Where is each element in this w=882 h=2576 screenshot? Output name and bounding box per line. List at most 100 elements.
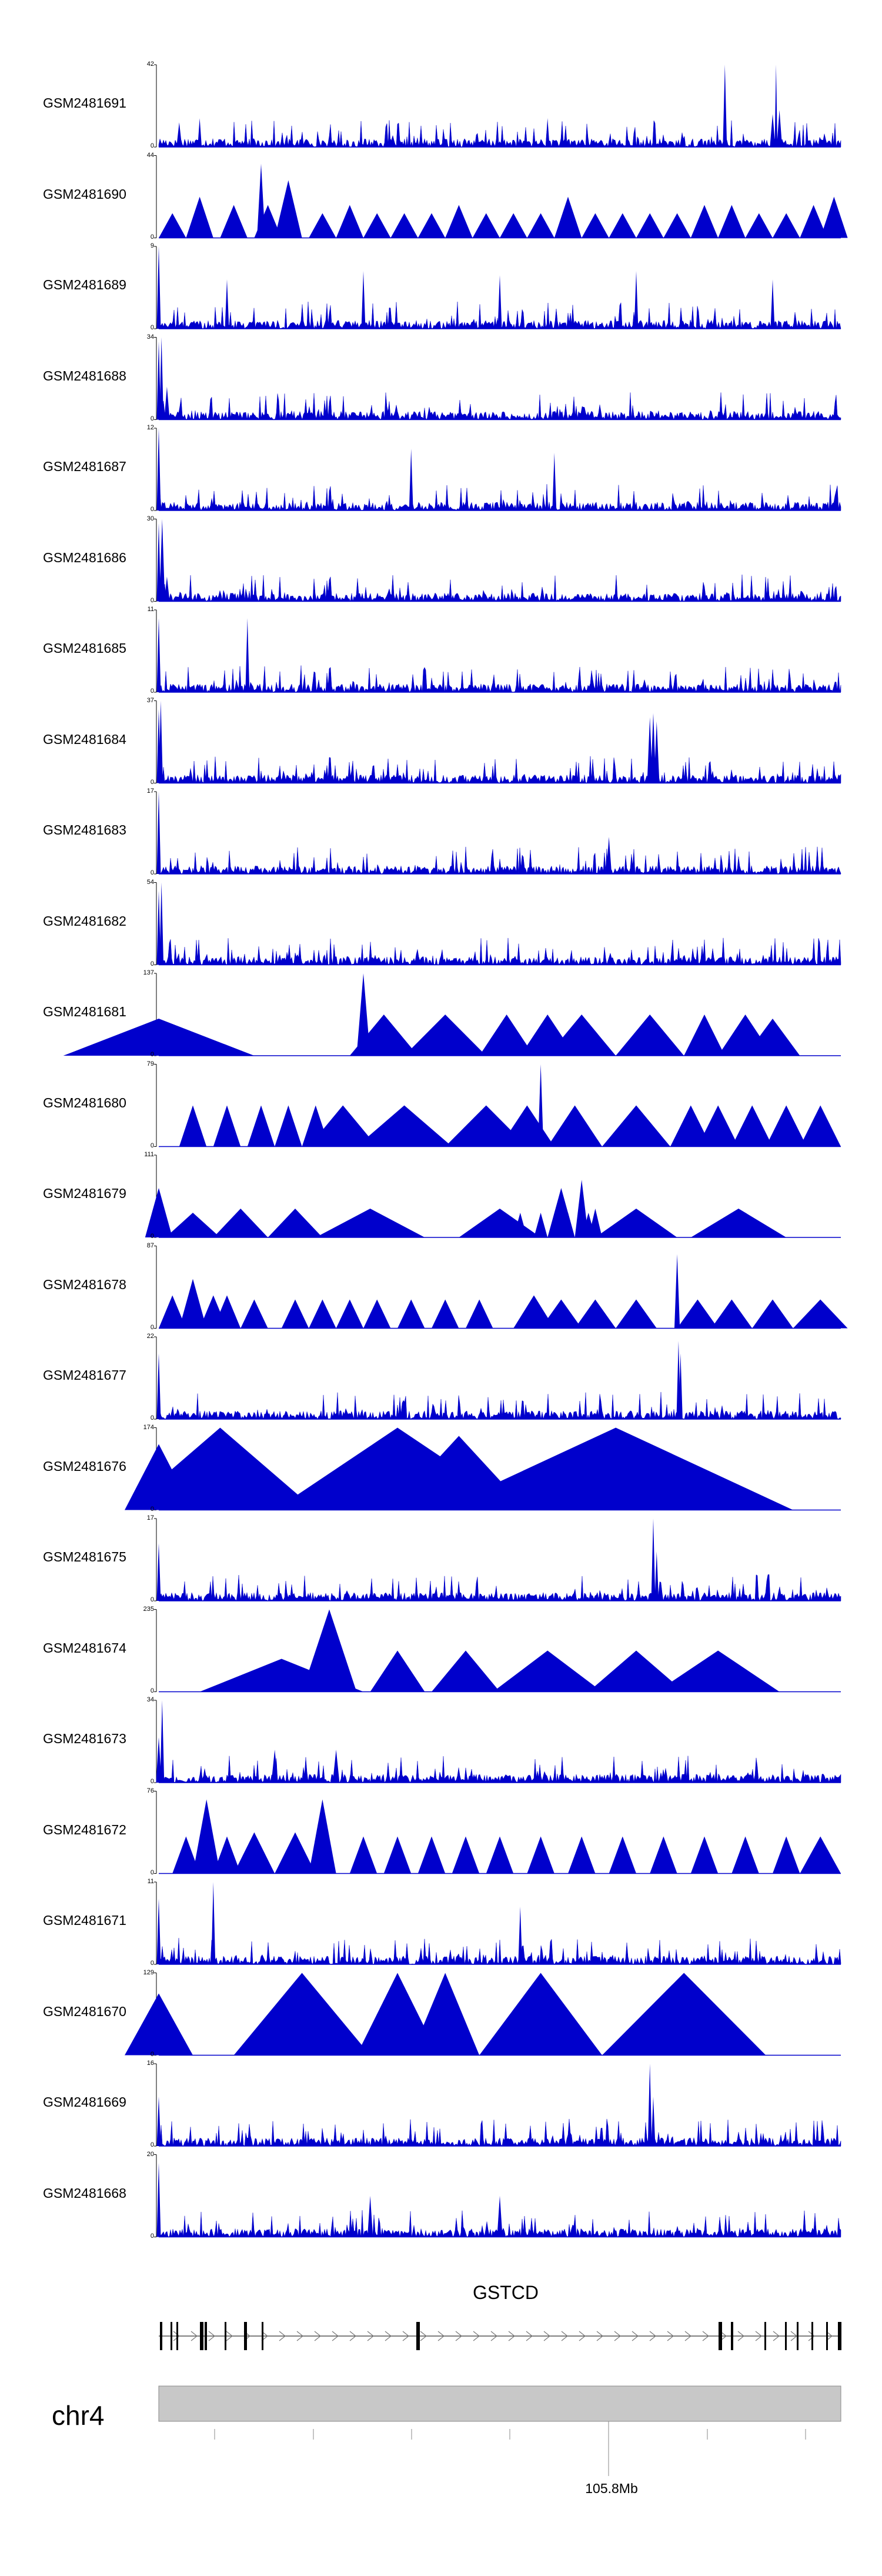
signal-peak <box>595 1209 677 1237</box>
signal-peak <box>534 1213 548 1237</box>
track-label: GSM2481684 <box>43 731 126 747</box>
track-label: GSM2481690 <box>43 186 126 202</box>
signal-peak <box>245 618 250 692</box>
track-ymax-label: 16 <box>146 2060 154 2067</box>
signal-peak <box>445 205 473 238</box>
track-ymin-label: 0 <box>150 688 154 695</box>
signal-peak <box>452 1836 480 1874</box>
strand-arrow <box>543 2331 550 2341</box>
track-label: GSM2481689 <box>43 277 126 292</box>
signal-peak <box>254 205 282 238</box>
signal-peak <box>793 1299 848 1329</box>
track-ymax-label: 79 <box>146 1060 154 1067</box>
strand-arrow <box>667 2331 674 2341</box>
track-ymax-label: 17 <box>146 1514 154 1521</box>
signal-peak <box>773 213 800 238</box>
signal-peak <box>651 2097 656 2146</box>
track-ymin-label: 0 <box>150 1142 154 1149</box>
signal-peak <box>697 1105 739 1147</box>
signal-peak <box>156 428 161 510</box>
signal-peak <box>670 1105 711 1147</box>
track-ymax-label: 76 <box>146 1787 154 1794</box>
signal-peak <box>432 1650 500 1692</box>
track-label: GSM2481679 <box>43 1186 126 1201</box>
signal-background <box>158 120 841 148</box>
track-label: GSM2481670 <box>43 2003 126 2019</box>
signal-peak <box>656 1650 780 1692</box>
strand-arrow <box>702 2331 709 2341</box>
gene-exon <box>785 2322 787 2350</box>
signal-peak <box>486 1836 514 1874</box>
signal-peak <box>647 2064 652 2146</box>
signal-peak <box>159 882 164 965</box>
strand-arrow <box>737 2331 744 2341</box>
strand-arrow <box>208 2331 215 2341</box>
signal-peak <box>159 519 165 602</box>
track-ymin-label: 0 <box>150 233 154 241</box>
signal-peak <box>309 1299 336 1329</box>
signal-peak <box>361 271 366 329</box>
strand-arrow <box>473 2331 480 2341</box>
signal-peak <box>650 713 656 783</box>
signal-peak <box>165 1213 220 1237</box>
signal-peak <box>774 65 778 147</box>
signal-background <box>158 484 841 511</box>
signal-peak <box>554 196 582 238</box>
track-ymin-label: 0 <box>150 506 154 513</box>
track-ymax-label: 111 <box>144 1151 154 1158</box>
track-ymin-label: 0 <box>150 869 154 876</box>
signal-peak <box>367 2195 373 2237</box>
gene-exon <box>731 2322 733 2350</box>
signal-peak <box>156 523 161 602</box>
signal-peak <box>172 1836 200 1874</box>
signal-peak <box>156 341 161 420</box>
track-ymin-label: 0 <box>150 1051 154 1058</box>
gene-exon <box>764 2322 766 2350</box>
signal-background <box>158 1574 841 1601</box>
signal-peak <box>233 1832 275 1874</box>
track-ymin-label: 0 <box>150 1414 154 1422</box>
signal-peak <box>568 1836 596 1874</box>
track-label: GSM2481682 <box>43 913 126 929</box>
signal-peak <box>466 1299 493 1329</box>
signal-peak <box>609 213 636 238</box>
signal-peak <box>409 449 413 510</box>
signal-peak <box>776 110 783 147</box>
track-ymin-label: 0 <box>150 596 154 604</box>
signal-peak <box>309 1105 377 1147</box>
track-ymax-label: 37 <box>146 696 154 704</box>
signal-peak <box>275 1832 316 1874</box>
signal-peak <box>820 196 848 238</box>
track-ymax-label: 129 <box>143 1968 154 1976</box>
signal-peak <box>711 1299 753 1329</box>
strand-arrow <box>773 2331 780 2341</box>
signal-peak <box>397 1299 425 1329</box>
gene-exon <box>176 2322 178 2350</box>
signal-peak <box>690 1836 719 1874</box>
signal-peak <box>213 1209 268 1237</box>
track-ymin-label: 0 <box>150 142 154 149</box>
signal-peak <box>497 2195 503 2237</box>
gene-exon <box>205 2322 207 2350</box>
signal-peak <box>527 1836 554 1874</box>
track-ymin-label: 0 <box>150 960 154 967</box>
signal-background <box>158 1392 841 1420</box>
signal-peak <box>176 122 182 147</box>
track-ymin-label: 0 <box>150 1323 154 1331</box>
signal-peak <box>752 1299 793 1329</box>
track-label: GSM2481677 <box>43 1367 126 1383</box>
signal-peak <box>233 1973 370 2056</box>
signal-peak <box>332 1750 340 1783</box>
signal-background <box>158 1938 841 1965</box>
track-ymax-label: 174 <box>143 1423 154 1431</box>
signal-peak <box>459 1209 541 1237</box>
signal-peak <box>766 1105 807 1147</box>
track-ymax-label: 42 <box>146 61 154 68</box>
signal-peak <box>186 196 213 238</box>
strand-arrow <box>191 2331 198 2341</box>
track-ymax-label: 20 <box>146 2150 154 2158</box>
signal-peak <box>574 1299 616 1329</box>
signal-peak <box>275 1105 302 1147</box>
signal-peak <box>383 1836 412 1874</box>
